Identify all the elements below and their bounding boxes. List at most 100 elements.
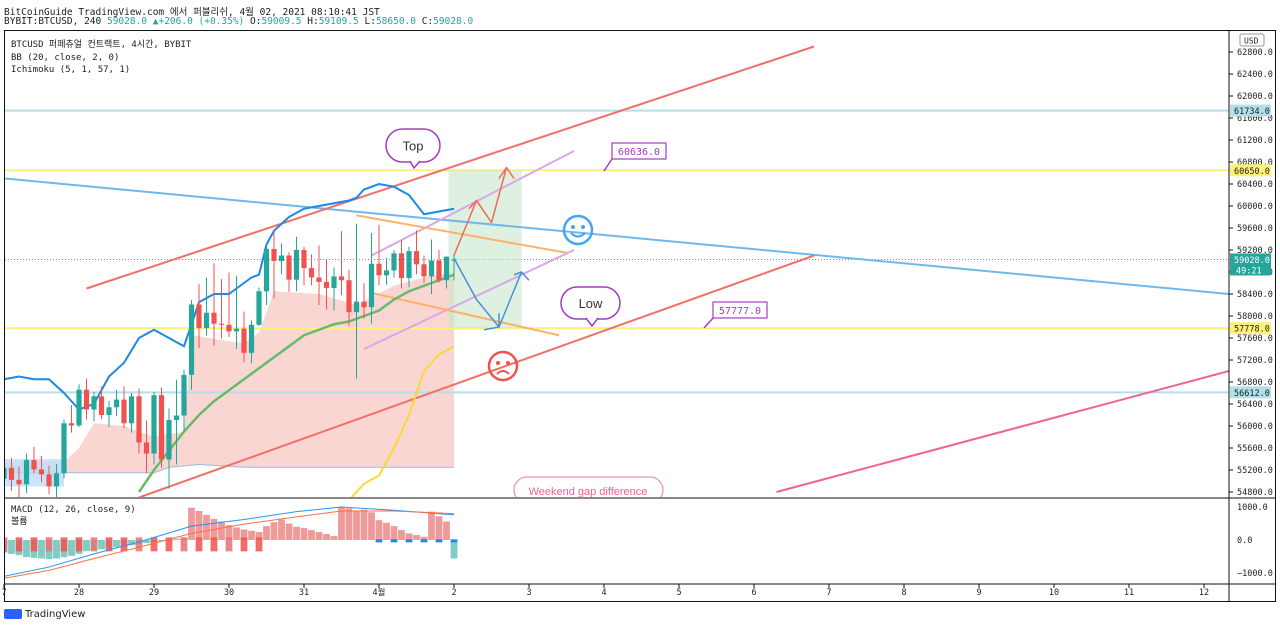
macd-histogram-bar xyxy=(218,521,225,540)
candle-body xyxy=(271,248,277,261)
macd-histogram-bar xyxy=(413,535,420,540)
candle-body xyxy=(226,324,232,332)
macd-histogram-bar xyxy=(300,528,308,540)
candle-body xyxy=(16,479,22,485)
candle-body xyxy=(106,407,112,415)
target-high-label: 60636.0 xyxy=(603,142,667,172)
candle-body xyxy=(61,423,67,474)
target-high-label-text: 60636.0 xyxy=(618,147,660,158)
currency-button[interactable] xyxy=(1239,33,1265,47)
main-pane: Top Low 60636.0 57777.0 Weekend gap differen… xyxy=(5,45,1229,497)
candle-body xyxy=(338,276,345,281)
macd-histogram-bar xyxy=(68,540,75,556)
macd-histogram-bar xyxy=(255,532,263,540)
target-high-label-pointer xyxy=(603,158,613,172)
candle-body xyxy=(346,280,352,313)
candle-body xyxy=(361,301,367,308)
arrowhead-up-2 xyxy=(498,166,515,179)
y-tick-label: 61200.0 xyxy=(1237,136,1273,146)
chart-frame[interactable] xyxy=(4,30,1276,602)
target-low-label: 57777.0 xyxy=(703,301,768,329)
candle-body xyxy=(331,276,337,288)
candle-body xyxy=(391,253,397,271)
target-low-label-box xyxy=(712,301,768,319)
candle-body xyxy=(218,323,225,325)
x-tick-label: 12 xyxy=(1199,588,1209,598)
y-tick-label: 57200.0 xyxy=(1237,356,1273,366)
macd-histogram-bar xyxy=(233,527,240,540)
macd-histogram-bar xyxy=(128,540,135,546)
sad-face-icon-eye-left xyxy=(496,361,500,365)
volume-bar xyxy=(5,537,8,552)
macd-histogram-bar xyxy=(345,508,353,540)
legend-ichimoku: Ichimoku (5, 1, 57, 1) xyxy=(11,65,130,75)
macd-tick-label: 0.0 xyxy=(1237,536,1252,546)
sad-face-icon-eye-right xyxy=(506,361,510,365)
price-badge xyxy=(1230,386,1271,399)
y-tick-label: 62400.0 xyxy=(1237,70,1273,80)
macd-histogram-bar xyxy=(203,514,210,540)
macd-histogram-bar xyxy=(405,533,413,540)
lilac-upper xyxy=(371,150,575,257)
tradingview-brand[interactable]: TradingView xyxy=(4,609,85,620)
volume-bar xyxy=(150,537,158,552)
macd-histogram-bar xyxy=(323,534,330,540)
candle-body xyxy=(53,473,60,487)
candle-body xyxy=(233,328,240,332)
candle-body xyxy=(308,268,315,278)
orange-upper xyxy=(356,214,567,254)
target-low-label-text: 57777.0 xyxy=(719,306,761,317)
brand-text: TradingView xyxy=(25,609,86,620)
candle-body xyxy=(436,260,442,281)
volume-bar xyxy=(90,537,98,552)
volume-bar xyxy=(240,537,248,552)
candle-body xyxy=(241,328,247,353)
candle-body xyxy=(316,277,322,282)
candle-body xyxy=(136,396,142,443)
legend-bb: BB (20, close, 2, 0) xyxy=(11,53,119,63)
volume-bar xyxy=(60,537,68,552)
y-tick-label: 56400.0 xyxy=(1237,400,1273,410)
macd-histogram-bar xyxy=(308,530,315,540)
candle-body xyxy=(121,399,127,424)
orange-lower xyxy=(371,291,560,337)
macd-histogram-bar xyxy=(188,507,195,540)
macd-histogram-bar xyxy=(38,540,45,559)
last-price: 59028.0 xyxy=(106,16,148,27)
macd-histogram-bar xyxy=(278,519,285,540)
macd-histogram-bar xyxy=(98,540,105,550)
low-value: 58650.0 xyxy=(375,16,416,27)
volume-bar xyxy=(120,537,128,552)
candle-body xyxy=(383,270,390,276)
candle-body xyxy=(256,291,262,325)
y-tick-label: 58000.0 xyxy=(1237,312,1273,322)
x-tick-label: 4월 xyxy=(373,587,386,598)
open-value: 59009.5 xyxy=(261,16,302,27)
candle-body xyxy=(68,423,75,426)
volume-bar xyxy=(405,539,413,543)
y-tick-label: 62000.0 xyxy=(1237,92,1273,102)
candle-body xyxy=(263,248,270,292)
signal-line xyxy=(5,510,455,579)
candle-body xyxy=(38,469,45,475)
macd-histogram-bar xyxy=(8,540,15,554)
candle-body xyxy=(368,263,375,308)
macd-histogram-bar xyxy=(360,509,368,540)
volume-bar xyxy=(435,539,443,543)
price-badge xyxy=(1230,253,1271,276)
macd-tick-label: −1000.0 xyxy=(1237,569,1273,579)
candle-body xyxy=(98,396,105,415)
candle-body xyxy=(248,324,255,353)
macd-histogram-bar xyxy=(240,529,248,540)
ichimoku-lagging-line xyxy=(350,345,455,497)
volume-bar xyxy=(180,537,188,552)
open-label: O: xyxy=(250,16,262,27)
price-badge xyxy=(1230,164,1271,177)
channel-upper xyxy=(86,45,815,290)
descending-trendline xyxy=(5,177,1229,295)
price-badge-text: 57778.0 xyxy=(1234,325,1270,335)
candle-body xyxy=(196,304,202,329)
volume-bar xyxy=(45,537,53,552)
candle-body xyxy=(158,395,165,460)
